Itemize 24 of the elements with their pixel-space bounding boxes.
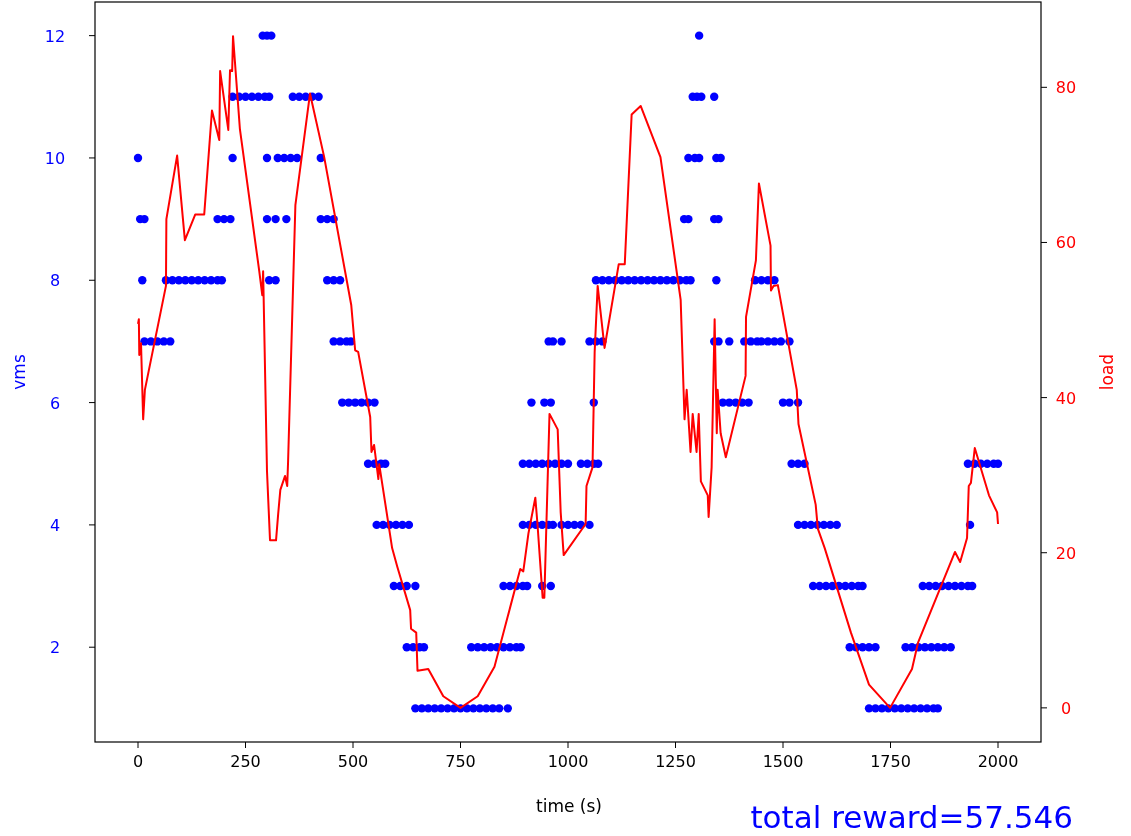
y2-tick-label: 20 <box>1055 543 1077 563</box>
y2-tick-label: 40 <box>1055 388 1077 408</box>
x-tick-label: 2000 <box>977 752 1019 771</box>
y-tick-label: 2 <box>49 638 61 658</box>
x-tick-label: 750 <box>445 752 476 771</box>
x-tick-label: 500 <box>337 752 369 771</box>
x-tick-label: 1750 <box>870 752 911 771</box>
x-tick-label: 250 <box>230 752 261 771</box>
x-tick-label: 1000 <box>547 752 589 771</box>
x-tick-label: 1250 <box>655 752 696 771</box>
y-tick-label: 12 <box>44 26 66 46</box>
y-axis-title: vms <box>9 354 29 390</box>
y-tick-label: 4 <box>49 515 61 535</box>
x-axis-title: time (s) <box>536 796 602 816</box>
y-tick-label: 6 <box>49 393 61 413</box>
y-tick-label: 10 <box>44 148 66 168</box>
x-tick-label: 1500 <box>762 752 804 771</box>
y2-tick-label: 60 <box>1055 233 1077 253</box>
y2-tick-label: 80 <box>1055 78 1077 98</box>
y2-axis-title: load <box>1097 353 1117 391</box>
x-tick-label: 0 <box>132 752 144 771</box>
y2-tick-label: 0 <box>1060 698 1072 718</box>
y-tick-label: 8 <box>49 271 61 291</box>
text: total reward=57.546 <box>750 799 1073 835</box>
